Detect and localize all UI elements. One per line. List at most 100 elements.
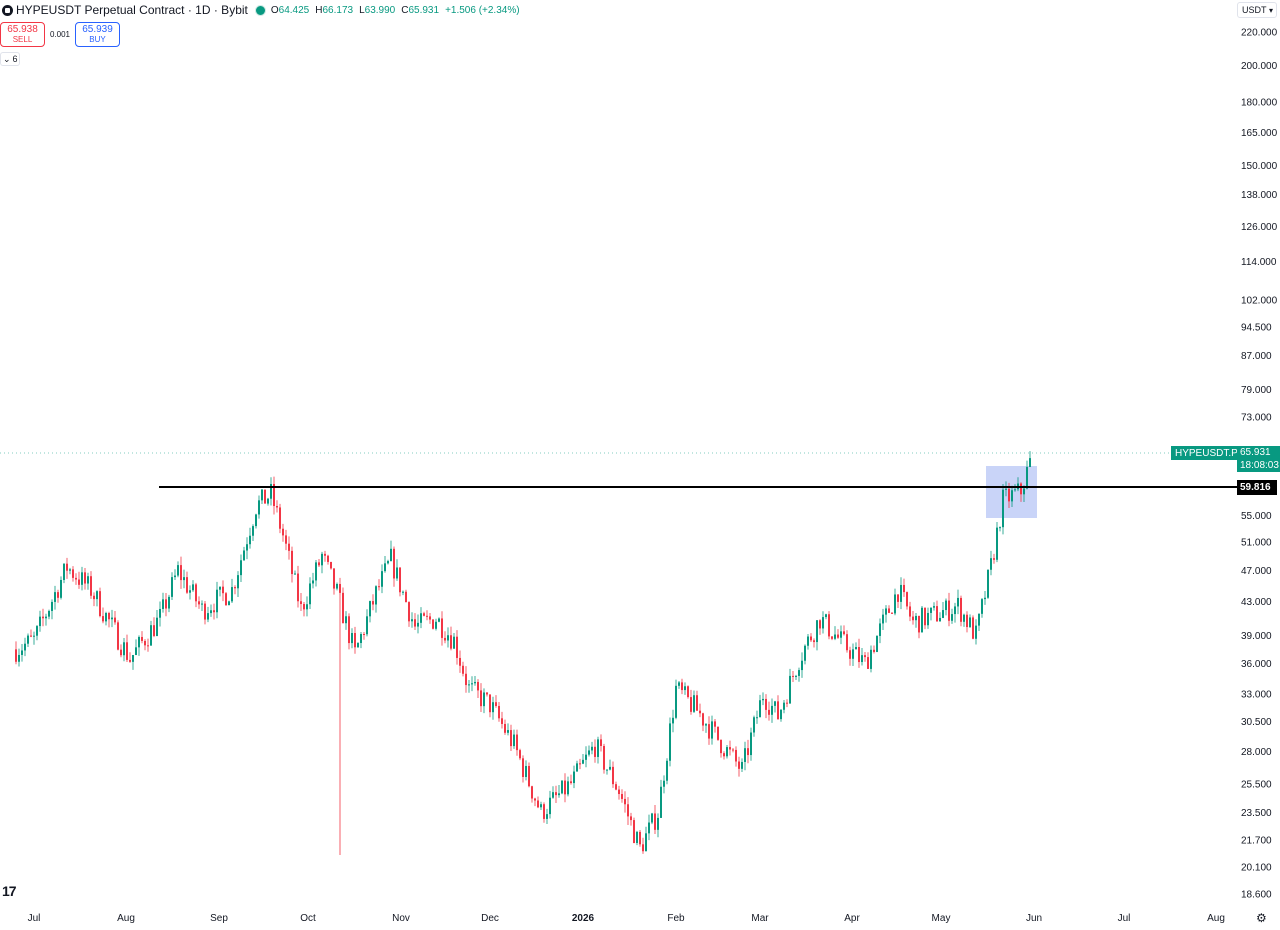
candle-body: [48, 610, 50, 617]
candle-body: [762, 698, 764, 701]
candle-body: [906, 592, 908, 607]
candle-body: [318, 562, 320, 566]
price-tick-label: 23.500: [1241, 808, 1272, 819]
candle-body: [216, 589, 218, 613]
spread-value: 0.001: [49, 30, 71, 39]
time-tick-label: Sep: [210, 913, 228, 924]
price-tick-label: 18.600: [1241, 890, 1272, 901]
candle-body: [834, 634, 836, 639]
candle-body: [615, 784, 617, 790]
candle-body: [246, 544, 248, 551]
candle-body: [186, 577, 188, 593]
candle-body: [102, 616, 104, 622]
indicators-toggle[interactable]: ⌄ 6: [0, 52, 20, 66]
buy-button[interactable]: 65.939 BUY: [75, 22, 120, 47]
candle-body: [540, 804, 542, 808]
candle-body: [939, 617, 941, 622]
candle-body: [951, 614, 953, 621]
candle-body: [51, 601, 53, 611]
candle-body: [846, 634, 848, 651]
candle-body: [759, 700, 761, 718]
candle-body: [873, 649, 875, 652]
candle-body: [378, 586, 380, 588]
time-tick-label: Oct: [300, 913, 316, 924]
time-tick-label: Apr: [844, 913, 860, 924]
candle-body: [738, 761, 740, 769]
candle-body: [666, 760, 668, 781]
candle-body: [198, 601, 200, 605]
candle-body: [303, 604, 305, 610]
gear-icon[interactable]: ⚙: [1256, 911, 1267, 925]
candle-body: [177, 565, 179, 576]
sell-button[interactable]: 65.938 SELL: [0, 22, 45, 47]
price-tick-label: 20.100: [1241, 862, 1272, 873]
time-axis[interactable]: Jul Aug Sep Oct Nov Dec 2026 Feb Mar Apr May Jun Jul…: [28, 913, 1225, 924]
candle-body: [291, 550, 293, 575]
candle-body: [33, 635, 35, 637]
candle-body: [84, 572, 86, 584]
candle-body: [126, 642, 128, 660]
price-tick-label: 126.000: [1241, 222, 1278, 233]
currency-selector[interactable]: USDT ▾: [1237, 2, 1277, 18]
candle-body: [78, 579, 80, 585]
market-open-dot-icon: [254, 4, 266, 16]
candle-body: [117, 622, 119, 650]
candle-body: [993, 558, 995, 560]
time-tick-label: Dec: [481, 913, 499, 924]
candle-body: [945, 600, 947, 611]
candle-body: [1005, 488, 1007, 490]
candle-body: [87, 576, 89, 584]
price-tick-label: 220.000: [1241, 28, 1278, 39]
candle-body: [564, 780, 566, 795]
candle-body: [999, 527, 1001, 529]
candle-body: [363, 633, 365, 635]
candle-body: [723, 753, 725, 757]
price-axis[interactable]: 18.600 20.100 21.700 23.500 25.500 28.000 30.5…: [1241, 28, 1278, 901]
candle-body: [852, 649, 854, 659]
candle-body: [936, 606, 938, 622]
candle-body: [309, 583, 311, 605]
candle-body: [384, 563, 386, 572]
candle-body: [300, 601, 302, 605]
candles-group: [15, 451, 1031, 855]
price-tick-label: 21.700: [1241, 836, 1272, 847]
candle-body: [54, 592, 56, 602]
time-tick-label: 2026: [572, 913, 595, 924]
candle-body: [678, 682, 680, 686]
price-tick-label: 30.500: [1241, 717, 1272, 728]
candle-body: [171, 577, 173, 597]
candle-body: [558, 793, 560, 796]
candle-body: [357, 643, 359, 648]
candle-body: [894, 594, 896, 614]
candle-body: [111, 617, 113, 620]
tradingview-logo-icon[interactable]: 17: [2, 883, 17, 899]
candle-body: [1002, 489, 1004, 528]
candle-body: [351, 633, 353, 644]
price-tick-label: 138.000: [1241, 190, 1278, 201]
candle-body: [996, 527, 998, 560]
candle-body: [294, 573, 296, 575]
candle-body: [474, 681, 476, 684]
candle-body: [39, 616, 41, 627]
chevron-down-icon: ▾: [1268, 5, 1273, 15]
candle-body: [525, 765, 527, 777]
candle-body: [876, 635, 878, 652]
indicators-count: 6: [12, 54, 18, 64]
time-tick-label: Feb: [667, 913, 685, 924]
candle-body: [765, 698, 767, 710]
candle-body: [501, 718, 503, 724]
candle-body: [255, 514, 257, 527]
candle-body: [537, 800, 539, 808]
symbol-price-tag: HYPEUSDT.P: [1171, 446, 1242, 460]
price-tick-label: 94.500: [1241, 322, 1272, 333]
candle-body: [45, 616, 47, 619]
candle-body: [63, 563, 65, 580]
candle-body: [912, 616, 914, 621]
candle-body: [867, 657, 869, 669]
symbol-title[interactable]: HYPEUSDT Perpetual Contract · 1D · Bybit: [16, 3, 248, 17]
candle-body: [804, 645, 806, 661]
candle-body: [684, 686, 686, 691]
candle-body: [822, 617, 824, 629]
candle-body: [591, 746, 593, 751]
